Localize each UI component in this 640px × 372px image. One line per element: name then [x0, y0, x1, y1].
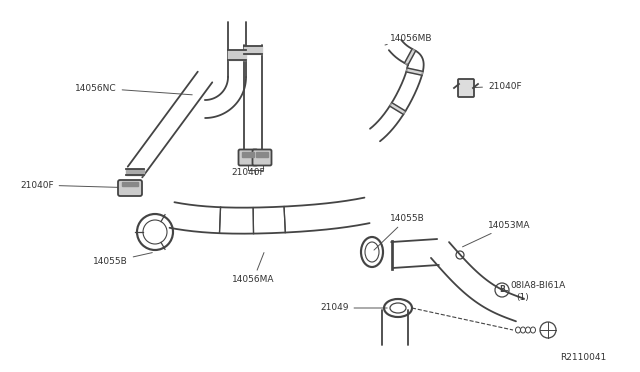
- Polygon shape: [244, 46, 262, 54]
- Polygon shape: [382, 310, 408, 345]
- Text: 21049: 21049: [320, 304, 387, 312]
- Polygon shape: [170, 198, 369, 234]
- Text: 14056MA: 14056MA: [232, 253, 275, 285]
- Polygon shape: [256, 152, 268, 157]
- Polygon shape: [122, 182, 138, 186]
- FancyBboxPatch shape: [458, 79, 474, 97]
- Text: (1): (1): [516, 293, 529, 302]
- Polygon shape: [128, 72, 212, 177]
- Polygon shape: [390, 103, 406, 115]
- FancyBboxPatch shape: [118, 180, 142, 196]
- Polygon shape: [205, 77, 246, 118]
- Text: 21040F: 21040F: [231, 168, 265, 177]
- Polygon shape: [228, 50, 246, 60]
- Text: 21040F: 21040F: [468, 81, 522, 90]
- Polygon shape: [431, 242, 524, 321]
- Polygon shape: [228, 22, 246, 77]
- Text: 21040F: 21040F: [20, 180, 137, 189]
- Polygon shape: [406, 68, 423, 75]
- Text: 08IA8-BI61A: 08IA8-BI61A: [510, 281, 565, 290]
- Polygon shape: [370, 40, 424, 141]
- Text: B: B: [499, 285, 505, 295]
- Polygon shape: [404, 49, 415, 65]
- Polygon shape: [126, 169, 144, 175]
- Polygon shape: [242, 152, 254, 157]
- Text: 14056NC: 14056NC: [75, 83, 192, 95]
- FancyBboxPatch shape: [253, 150, 271, 166]
- Text: 14053MA: 14053MA: [463, 221, 531, 247]
- Text: 14055B: 14055B: [93, 253, 152, 266]
- Text: 14056MB: 14056MB: [385, 33, 433, 45]
- Polygon shape: [391, 239, 439, 268]
- Text: 14055B: 14055B: [374, 214, 425, 250]
- Text: R2110041: R2110041: [560, 353, 606, 362]
- Polygon shape: [244, 45, 262, 150]
- FancyBboxPatch shape: [239, 150, 257, 166]
